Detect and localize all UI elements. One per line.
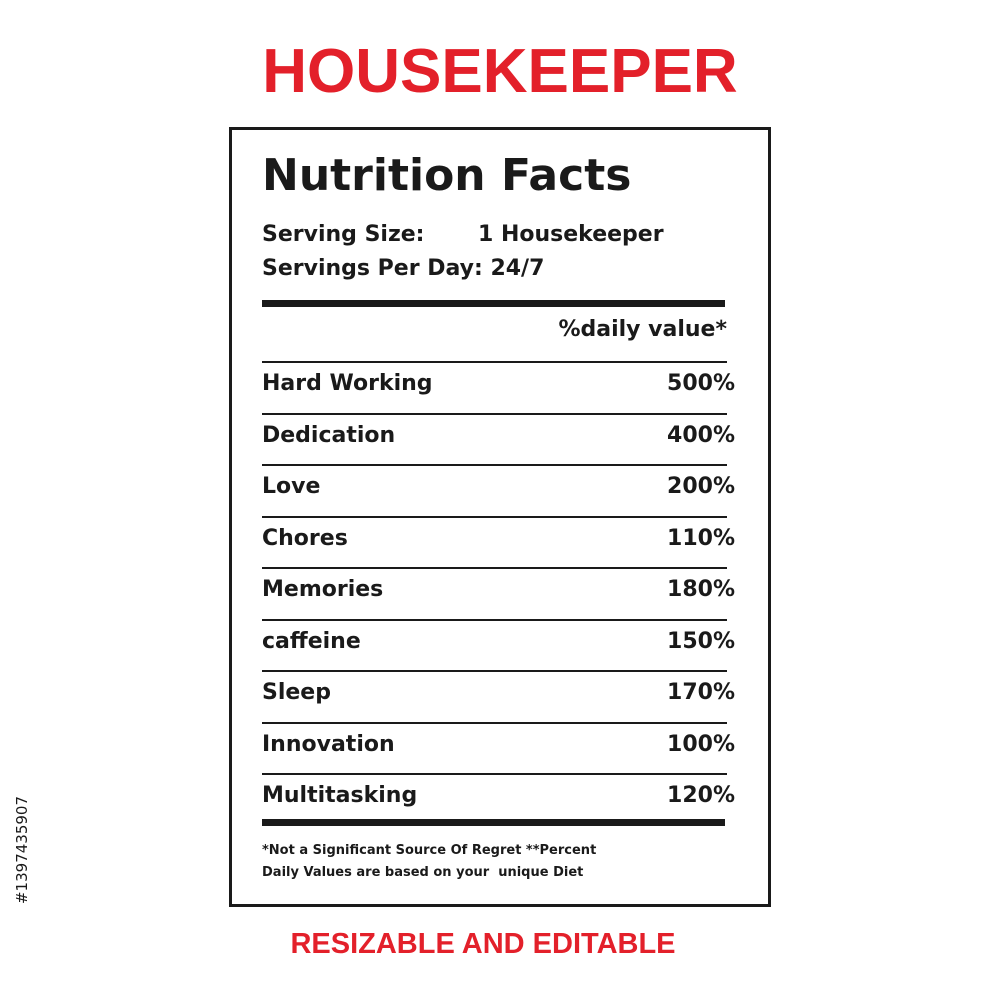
- row-name: Chores: [262, 525, 348, 551]
- heading: Nutrition Facts: [262, 150, 632, 201]
- thick-rule: [262, 818, 725, 826]
- row-rule: [262, 670, 727, 672]
- row-rule: [262, 515, 727, 518]
- footer: RESIZABLE AND EDITABLE: [290, 928, 676, 960]
- row-value: 180%: [667, 577, 735, 602]
- row-name: Love: [262, 474, 321, 499]
- servings-per-day: Servings Per Day: 24/7: [262, 256, 545, 281]
- row-value: 500%: [667, 371, 735, 396]
- row-name: Sleep: [262, 680, 331, 705]
- row-rule: [262, 618, 727, 621]
- row-value: 170%: [667, 680, 735, 705]
- label-box: [229, 127, 771, 907]
- row-rule: [262, 412, 727, 415]
- row-name: Memories: [262, 577, 384, 602]
- thick-rule: [262, 300, 725, 307]
- row-value: 400%: [667, 422, 735, 448]
- row-name: Hard Working: [262, 371, 433, 396]
- row-name: caffeine: [262, 628, 361, 654]
- row-name: Multitasking: [262, 783, 418, 808]
- row-rule: [262, 567, 727, 569]
- row-rule: [262, 773, 727, 775]
- row-value: 110%: [667, 525, 735, 551]
- row-value: 100%: [667, 731, 735, 757]
- serving-size-label: Serving Size:: [262, 222, 425, 247]
- row-value: 120%: [667, 783, 735, 808]
- footnote: Daily Values are based on your unique Di…: [262, 865, 584, 880]
- stock-id: #1397435907: [13, 795, 31, 905]
- serving-size-value: 1 Housekeeper: [478, 222, 664, 247]
- row-name: Innovation: [262, 731, 395, 757]
- row-name: Dedication: [262, 422, 396, 448]
- row-rule: [262, 721, 727, 724]
- row-value: 200%: [667, 474, 735, 499]
- row-value: 150%: [667, 628, 735, 654]
- column-header: %daily value*: [558, 317, 727, 342]
- row-rule: [262, 361, 727, 363]
- row-rule: [262, 464, 727, 466]
- footnote: *Not a Significant Source Of Regret **Pe…: [262, 843, 597, 858]
- title: HOUSEKEEPER: [262, 37, 738, 106]
